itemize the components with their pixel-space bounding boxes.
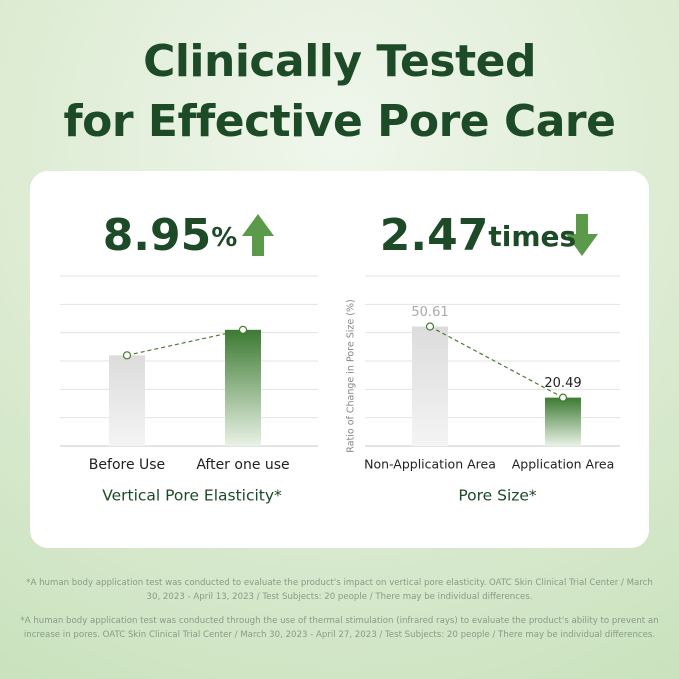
- footnote: *A human body application test was condu…: [26, 578, 653, 602]
- headline: 8.95%: [103, 210, 238, 261]
- x-tick-label: Non-Application Area: [364, 457, 496, 472]
- y-axis-label: Ratio of Change in Pore Size (%): [346, 299, 357, 452]
- up-arrow: [242, 214, 274, 256]
- footnote: *A human body application test was condu…: [20, 616, 659, 640]
- bar: [412, 326, 448, 446]
- headline-value: 2.47: [380, 210, 489, 261]
- value-label: 20.49: [544, 376, 581, 391]
- marker: [425, 322, 435, 331]
- headline: 2.47times: [380, 210, 576, 261]
- marker: [558, 393, 568, 402]
- marker: [238, 325, 248, 334]
- title: Clinically Tested: [143, 36, 536, 87]
- connector: [126, 329, 244, 356]
- headline-value: 8.95: [103, 210, 212, 261]
- bar: [545, 397, 581, 446]
- x-tick-label: After one use: [196, 457, 289, 473]
- bar: [225, 329, 261, 446]
- x-axis-label: Vertical Pore Elasticity*: [102, 487, 282, 505]
- connector: [429, 325, 564, 399]
- marker: [122, 351, 132, 360]
- down-arrow: [566, 214, 598, 256]
- value-label: 50.61: [411, 305, 448, 320]
- x-tick-label: Application Area: [512, 457, 615, 472]
- title: for Effective Pore Care: [63, 96, 616, 147]
- x-axis-label: Pore Size*: [458, 487, 537, 505]
- x-tick-label: Before Use: [89, 457, 165, 473]
- bar: [109, 355, 145, 446]
- headline-unit: %: [211, 223, 237, 253]
- headline-unit: times: [488, 220, 576, 253]
